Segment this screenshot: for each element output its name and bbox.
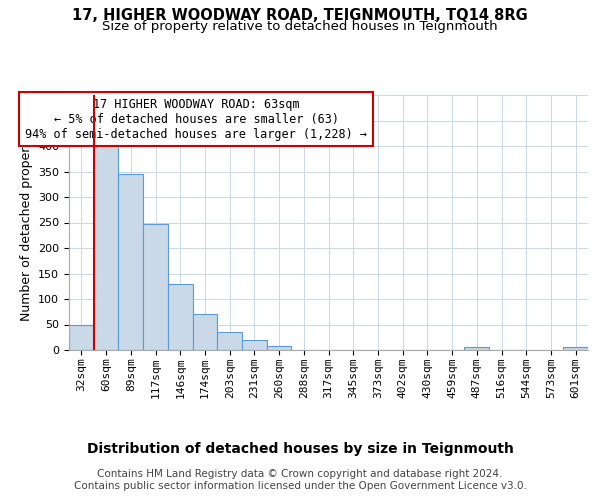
Text: Contains public sector information licensed under the Open Government Licence v3: Contains public sector information licen… [74, 481, 526, 491]
Text: Contains HM Land Registry data © Crown copyright and database right 2024.: Contains HM Land Registry data © Crown c… [97, 469, 503, 479]
Y-axis label: Number of detached properties: Number of detached properties [20, 124, 32, 321]
Bar [69, 324, 94, 350]
Bar [464, 347, 489, 350]
Bar [563, 348, 588, 350]
Text: 17 HIGHER WOODWAY ROAD: 63sqm
← 5% of detached houses are smaller (63)
94% of se: 17 HIGHER WOODWAY ROAD: 63sqm ← 5% of de… [25, 98, 367, 140]
Bar [94, 144, 118, 350]
Bar [267, 346, 292, 350]
Bar [143, 224, 168, 350]
Bar [168, 284, 193, 350]
Bar [217, 332, 242, 350]
Bar [193, 314, 217, 350]
Text: Size of property relative to detached houses in Teignmouth: Size of property relative to detached ho… [102, 20, 498, 33]
Text: Distribution of detached houses by size in Teignmouth: Distribution of detached houses by size … [86, 442, 514, 456]
Bar [242, 340, 267, 350]
Text: 17, HIGHER WOODWAY ROAD, TEIGNMOUTH, TQ14 8RG: 17, HIGHER WOODWAY ROAD, TEIGNMOUTH, TQ1… [72, 8, 528, 22]
Bar [118, 174, 143, 350]
